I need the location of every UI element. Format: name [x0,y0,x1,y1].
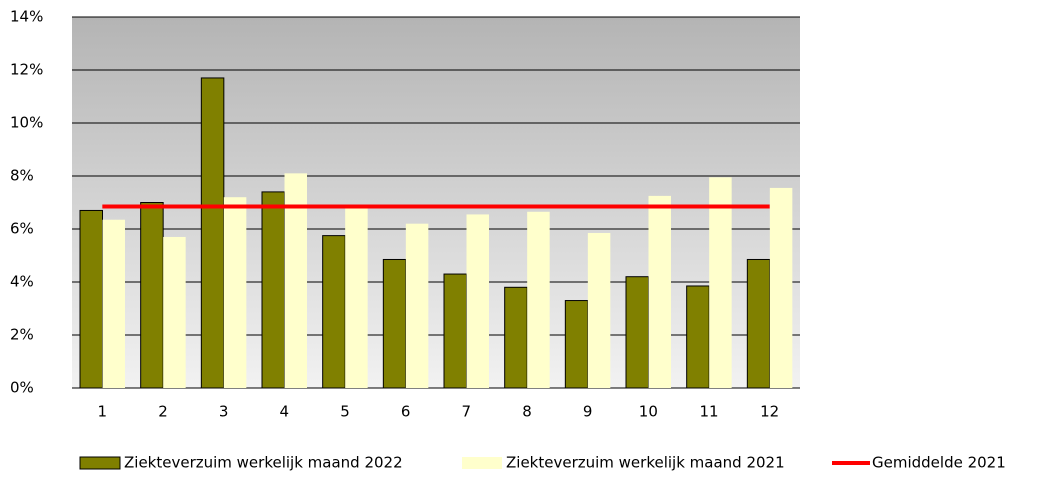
legend-label: Gemiddelde 2021 [872,454,1006,472]
bar [405,223,429,388]
bar [746,258,771,389]
y-tick-label: 8% [10,167,34,185]
y-tick-label: 6% [10,220,34,238]
bar [163,236,186,388]
x-tick-label: 10 [639,403,658,421]
bar [587,232,611,388]
bar [769,187,793,388]
x-tick-label: 4 [280,403,290,421]
x-tick-label: 9 [583,403,593,421]
x-tick-label: 2 [158,403,168,421]
legend-swatch [79,456,121,470]
y-tick-label: 10% [10,114,43,132]
bar [564,300,589,389]
legend-label: Ziekteverzuim werkelijk maand 2021 [506,454,785,472]
plot-area [72,17,800,388]
bar [466,214,489,388]
y-tick-label: 0% [10,379,34,397]
bar [200,77,225,389]
bar [527,211,550,388]
legend-label: Ziekteverzuim werkelijk maand 2022 [124,454,403,472]
x-tick-label: 3 [219,403,229,421]
bar [79,209,103,389]
bar [382,258,407,389]
bar [648,195,671,388]
bar [140,202,164,389]
x-tick-label: 5 [340,403,350,421]
bar [102,219,125,388]
bar [504,286,528,389]
x-tick-label: 6 [401,403,411,421]
x-tick-label: 11 [699,403,718,421]
bar [261,191,285,389]
y-tick-label: 12% [10,61,43,79]
bar [284,173,307,388]
bar [223,197,247,388]
x-tick-label: 8 [522,403,532,421]
y-tick-label: 4% [10,273,34,291]
bar [686,285,710,389]
legend-swatch [462,457,502,469]
x-tick-label: 7 [462,403,472,421]
x-tick-label: 12 [760,403,779,421]
bar [709,177,732,388]
x-tick-label: 1 [98,403,108,421]
bar [322,235,346,389]
y-tick-label: 14% [10,8,43,26]
bar [443,273,467,389]
bar [625,276,649,389]
y-tick-label: 2% [10,326,34,344]
bar [345,207,368,388]
